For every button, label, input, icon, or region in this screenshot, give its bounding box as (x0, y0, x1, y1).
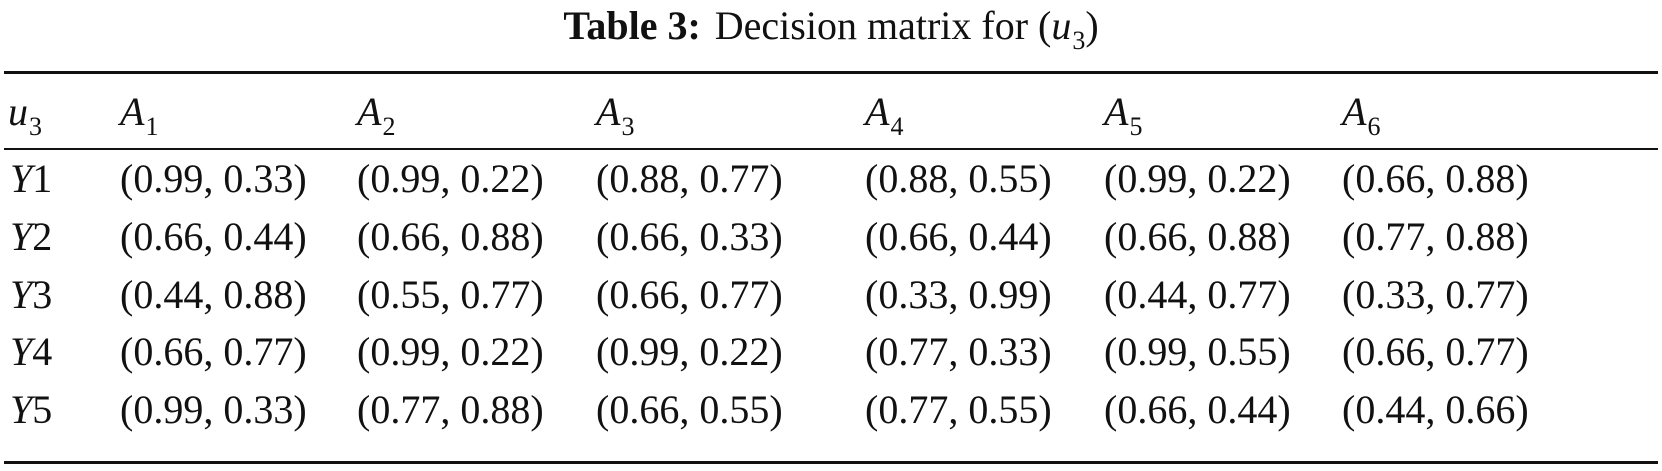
row-label-number: 4 (32, 329, 53, 374)
column-header-variable: A (865, 89, 890, 134)
table-cell: (0.88, 0.77) (596, 156, 783, 201)
table-cell: (0.99, 0.33) (120, 156, 307, 201)
table-cell: (0.66, 0.77) (120, 329, 307, 374)
column-header-a1: A1 (120, 88, 158, 141)
table-cell: (0.77, 0.88) (1342, 214, 1529, 259)
column-header-subscript: 2 (382, 112, 396, 141)
caption-close-paren: ) (1085, 3, 1099, 48)
table-top-rule (4, 71, 1658, 74)
column-header-variable: A (1104, 89, 1129, 134)
column-header-a4: A4 (865, 88, 903, 141)
column-header-variable: A (357, 89, 382, 134)
table-cell: (0.66, 0.88) (1342, 156, 1529, 201)
table-cell: (0.99, 0.55) (1104, 329, 1291, 374)
column-header-subscript: 5 (1129, 112, 1143, 141)
table-cell: (0.33, 0.99) (865, 272, 1052, 317)
caption-label: Table 3: (563, 3, 701, 48)
row-label-y3: Y3 (10, 271, 52, 319)
row-label-variable: Y (10, 387, 33, 432)
row-label-variable: Y (10, 214, 33, 259)
column-header-subscript: 4 (890, 112, 904, 141)
row-label-variable: Y (10, 272, 33, 317)
table-cell: (0.66, 0.55) (596, 387, 783, 432)
caption-variable: u (1051, 3, 1072, 48)
table-cell: (0.66, 0.77) (1342, 329, 1529, 374)
table-cell: (0.77, 0.88) (357, 387, 544, 432)
table-cell: (0.66, 0.77) (596, 272, 783, 317)
column-header-subscript: 1 (145, 112, 159, 141)
caption-variable-subscript: 3 (1072, 26, 1086, 55)
table-corner-header: u3 (8, 88, 42, 141)
row-label-y1: Y1 (10, 155, 52, 203)
table-cell: (0.66, 0.33) (596, 214, 783, 259)
table-cell: (0.77, 0.33) (865, 329, 1052, 374)
row-label-variable: Y (10, 156, 33, 201)
column-header-variable: A (1342, 89, 1367, 134)
column-header-a6: A6 (1342, 88, 1380, 141)
column-header-variable: A (120, 89, 145, 134)
row-label-number: 5 (32, 387, 53, 432)
row-label-variable: Y (10, 329, 33, 374)
table-cell: (0.99, 0.33) (120, 387, 307, 432)
column-header-subscript: 3 (621, 112, 635, 141)
table-cell: (0.77, 0.55) (865, 387, 1052, 432)
row-label-y5: Y5 (10, 386, 52, 434)
caption-text: Decision matrix for ( (714, 3, 1052, 48)
row-label-number: 2 (32, 214, 53, 259)
corner-subscript: 3 (29, 112, 42, 141)
row-label-number: 1 (32, 156, 53, 201)
table-cell: (0.66, 0.88) (357, 214, 544, 259)
table-cell: (0.66, 0.44) (120, 214, 307, 259)
table-cell: (0.99, 0.22) (357, 156, 544, 201)
table-cell: (0.99, 0.22) (357, 329, 544, 374)
table-cell: (0.55, 0.77) (357, 272, 544, 317)
row-label-number: 3 (32, 272, 53, 317)
table-cell: (0.66, 0.44) (865, 214, 1052, 259)
corner-variable: u (8, 89, 28, 134)
row-label-y2: Y2 (10, 213, 52, 261)
table-bottom-rule (4, 461, 1658, 464)
table-cell: (0.66, 0.44) (1104, 387, 1291, 432)
column-header-a3: A3 (596, 88, 634, 141)
table-header-rule (4, 148, 1658, 150)
table-cell: (0.99, 0.22) (596, 329, 783, 374)
table-cell: (0.44, 0.88) (120, 272, 307, 317)
table-cell: (0.33, 0.77) (1342, 272, 1529, 317)
table-cell: (0.88, 0.55) (865, 156, 1052, 201)
column-header-subscript: 6 (1367, 112, 1381, 141)
column-header-a5: A5 (1104, 88, 1142, 141)
table-cell: (0.66, 0.88) (1104, 214, 1291, 259)
table-cell: (0.44, 0.77) (1104, 272, 1291, 317)
row-label-y4: Y4 (10, 328, 52, 376)
column-header-a2: A2 (357, 88, 395, 141)
table-cell: (0.99, 0.22) (1104, 156, 1291, 201)
table-cell: (0.44, 0.66) (1342, 387, 1529, 432)
table-caption: Table 3: Decision matrix for (u3) (0, 2, 1662, 55)
column-header-variable: A (596, 89, 621, 134)
